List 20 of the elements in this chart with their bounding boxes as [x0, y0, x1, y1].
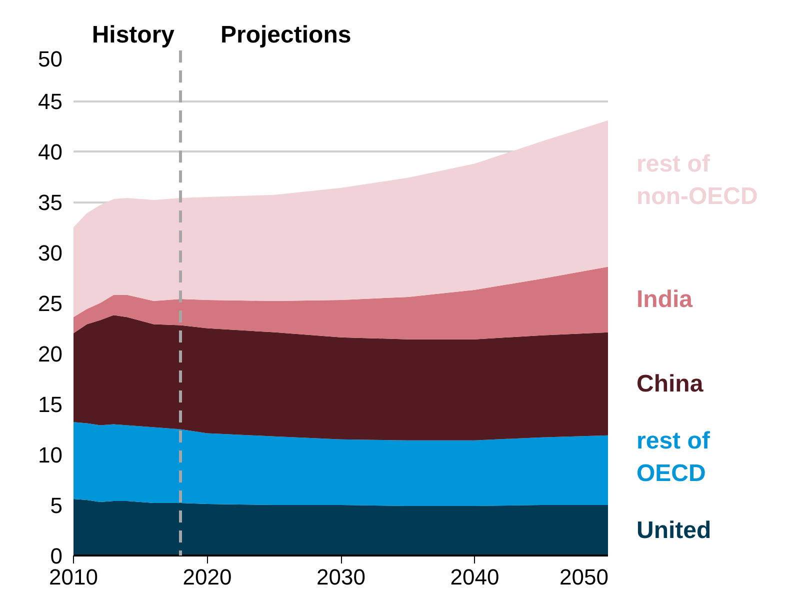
y-tick-label: 10 [38, 442, 63, 468]
x-tick-label: 2050 [560, 564, 609, 590]
y-tick-label: 20 [38, 342, 63, 366]
y-tick-label: 15 [38, 392, 63, 417]
y-tick-label: 25 [38, 291, 63, 316]
y-tick-label: 45 [38, 89, 63, 114]
series-label: China [636, 370, 704, 398]
x-tick-label: 2030 [316, 564, 366, 590]
series-label: India [636, 286, 694, 313]
x-tick-label: 2040 [450, 564, 500, 590]
series-label: rest of OECD [636, 427, 711, 487]
y-tick-label: 5 [50, 493, 63, 518]
text: History [92, 22, 176, 48]
y-tick-label: 50 [38, 46, 63, 72]
series-label: United [636, 516, 712, 544]
x-tick-label: 2020 [182, 564, 232, 590]
text: Projections [220, 22, 352, 48]
y-tick-label: 35 [38, 190, 63, 215]
y-tick-label: 40 [38, 140, 63, 164]
y-tick-label: 30 [38, 240, 63, 266]
